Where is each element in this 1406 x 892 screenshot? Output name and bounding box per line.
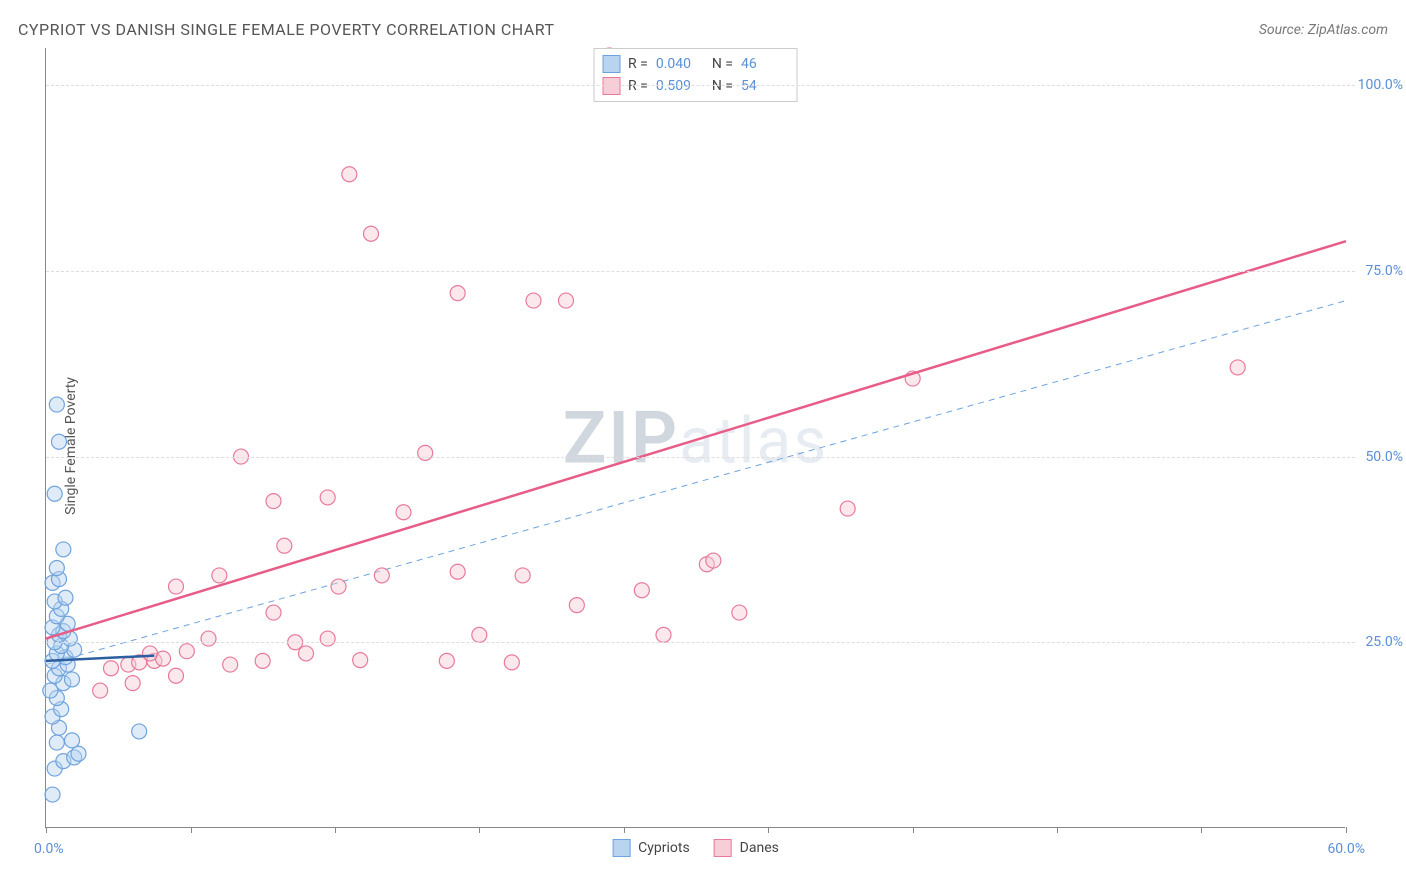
swatch-series2 — [714, 839, 732, 857]
x-tick — [479, 827, 480, 833]
r-label: R = — [628, 56, 648, 72]
n-label: N = — [712, 56, 733, 72]
chart-plot-area: ZIPatlas R = 0.040 N = 46 R = 0.509 N = … — [45, 48, 1345, 828]
legend-item-danes: Danes — [714, 839, 779, 857]
legend-item-cypriots: Cypriots — [612, 839, 690, 857]
stats-row-1: R = 0.040 N = 46 — [602, 53, 789, 75]
x-tick — [46, 827, 47, 833]
swatch-series1 — [602, 55, 620, 73]
gridline-h — [46, 642, 1355, 643]
scatter-svg — [46, 48, 1345, 827]
stats-legend: R = 0.040 N = 46 R = 0.509 N = 54 — [593, 48, 798, 102]
legend-label: Cypriots — [638, 840, 690, 856]
x-tick-max: 60.0% — [1327, 841, 1365, 857]
n-value: 46 — [741, 56, 789, 72]
y-tick-label: 50.0% — [1365, 449, 1403, 465]
r-value: 0.040 — [656, 56, 704, 72]
gridline-h — [46, 271, 1355, 272]
chart-title: CYPRIOT VS DANISH SINGLE FEMALE POVERTY … — [18, 20, 555, 39]
y-tick-label: 25.0% — [1365, 634, 1403, 650]
y-tick-label: 100.0% — [1358, 77, 1403, 93]
bottom-legend: Cypriots Danes — [612, 839, 779, 857]
swatch-series1 — [612, 839, 630, 857]
source-label: Source: ZipAtlas.com — [1259, 22, 1388, 38]
legend-label: Danes — [740, 840, 779, 856]
x-tick — [768, 827, 769, 833]
x-tick — [191, 827, 192, 833]
x-tick — [1346, 827, 1347, 833]
x-tick — [913, 827, 914, 833]
x-tick — [1057, 827, 1058, 833]
x-tick — [1201, 827, 1202, 833]
x-tick — [335, 827, 336, 833]
gridline-h — [46, 457, 1355, 458]
x-tick — [624, 827, 625, 833]
y-tick-label: 75.0% — [1365, 263, 1403, 279]
x-tick-min: 0.0% — [34, 841, 64, 857]
gridline-h — [46, 85, 1355, 86]
